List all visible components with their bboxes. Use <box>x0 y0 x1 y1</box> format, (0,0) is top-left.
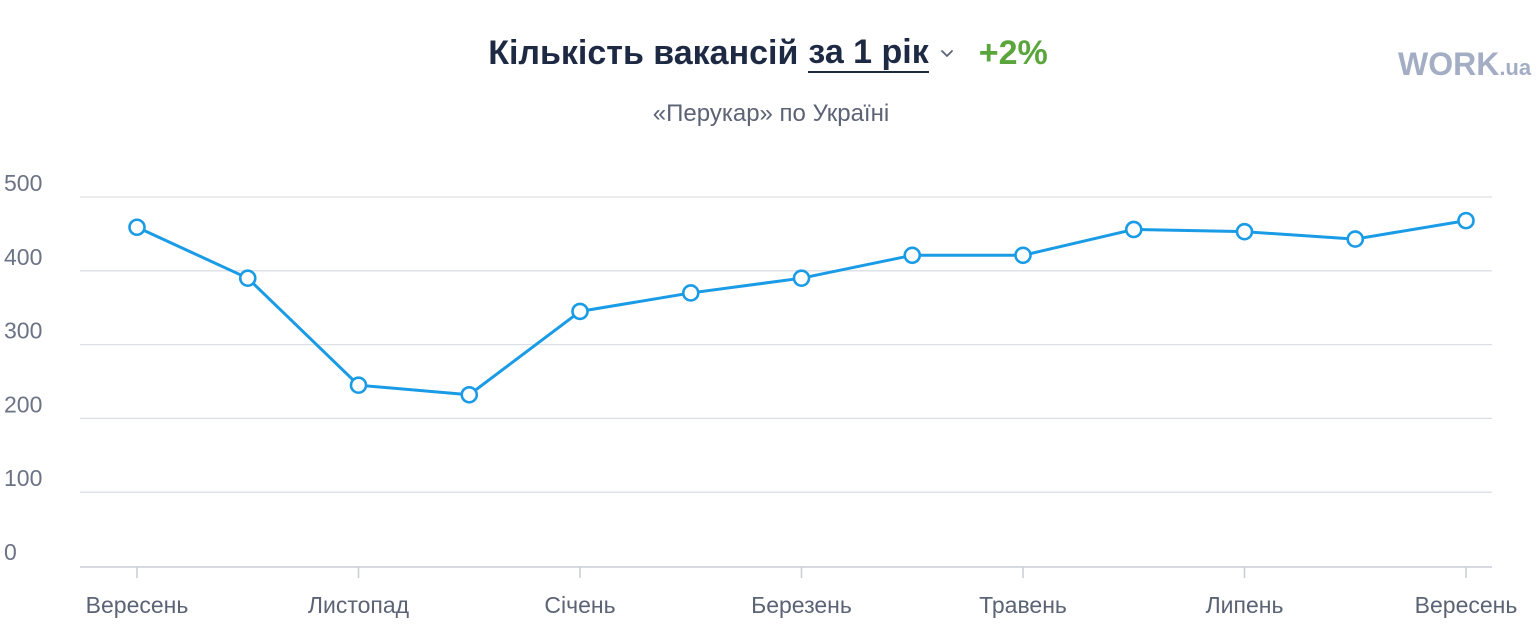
data-point[interactable] <box>1124 220 1143 239</box>
chart-header: Кількість вакансій за 1 рік +2% <box>0 28 1536 78</box>
data-point[interactable] <box>349 376 368 394</box>
data-point[interactable] <box>681 284 700 302</box>
change-percent: +2% <box>978 33 1048 72</box>
y-tick-label: 500 <box>4 170 42 196</box>
y-tick-label: 0 <box>4 539 17 565</box>
grid-lines <box>80 196 1492 493</box>
series-line-path <box>136 219 1467 397</box>
series-line <box>136 219 1467 397</box>
x-tick-label: Січень <box>544 592 615 618</box>
data-point[interactable] <box>1457 211 1475 230</box>
y-tick-label: 200 <box>4 391 42 417</box>
data-point[interactable] <box>128 218 146 237</box>
data-point[interactable] <box>903 246 922 265</box>
data-points[interactable] <box>128 211 1475 404</box>
x-axis-labels: Вересень Листопад Січень Березень Травень Лип… <box>86 592 1518 618</box>
x-tick-label: Листопад <box>308 592 410 618</box>
data-point[interactable] <box>460 385 479 404</box>
y-axis-labels: 0 100 200 300 400 500 <box>4 170 42 565</box>
y-tick-label: 400 <box>4 244 42 270</box>
x-tick-label: Вересень <box>1415 592 1518 618</box>
x-tick-label: Травень <box>979 592 1067 618</box>
work-ua-logo[interactable]: WORK.ua <box>1398 46 1531 83</box>
data-point[interactable] <box>792 269 811 287</box>
logo-suffix: .ua <box>1499 55 1532 80</box>
data-point[interactable] <box>1235 222 1254 241</box>
chart-subtitle: «Перукар» по Україні <box>652 100 890 127</box>
x-tick-label: Березень <box>751 592 852 618</box>
data-point[interactable] <box>1346 230 1365 248</box>
period-dropdown-label[interactable]: за 1 рік <box>808 32 929 73</box>
data-point[interactable] <box>238 269 257 287</box>
data-point[interactable] <box>1014 246 1032 265</box>
chevron-down-icon[interactable] <box>937 43 957 63</box>
period-dropdown[interactable]: за 1 рік <box>808 34 956 73</box>
x-tick-label: Вересень <box>86 592 189 618</box>
logo-main: WORK <box>1398 46 1500 82</box>
y-tick-label: 300 <box>4 318 42 344</box>
x-tick-label: Липень <box>1206 592 1284 618</box>
chart-title: Кількість вакансій за 1 рік +2% <box>488 34 1048 73</box>
chart-title-text: Кількість вакансій <box>488 33 799 72</box>
x-axis <box>80 566 1492 578</box>
y-tick-label: 100 <box>4 465 42 491</box>
data-point[interactable] <box>571 302 589 321</box>
